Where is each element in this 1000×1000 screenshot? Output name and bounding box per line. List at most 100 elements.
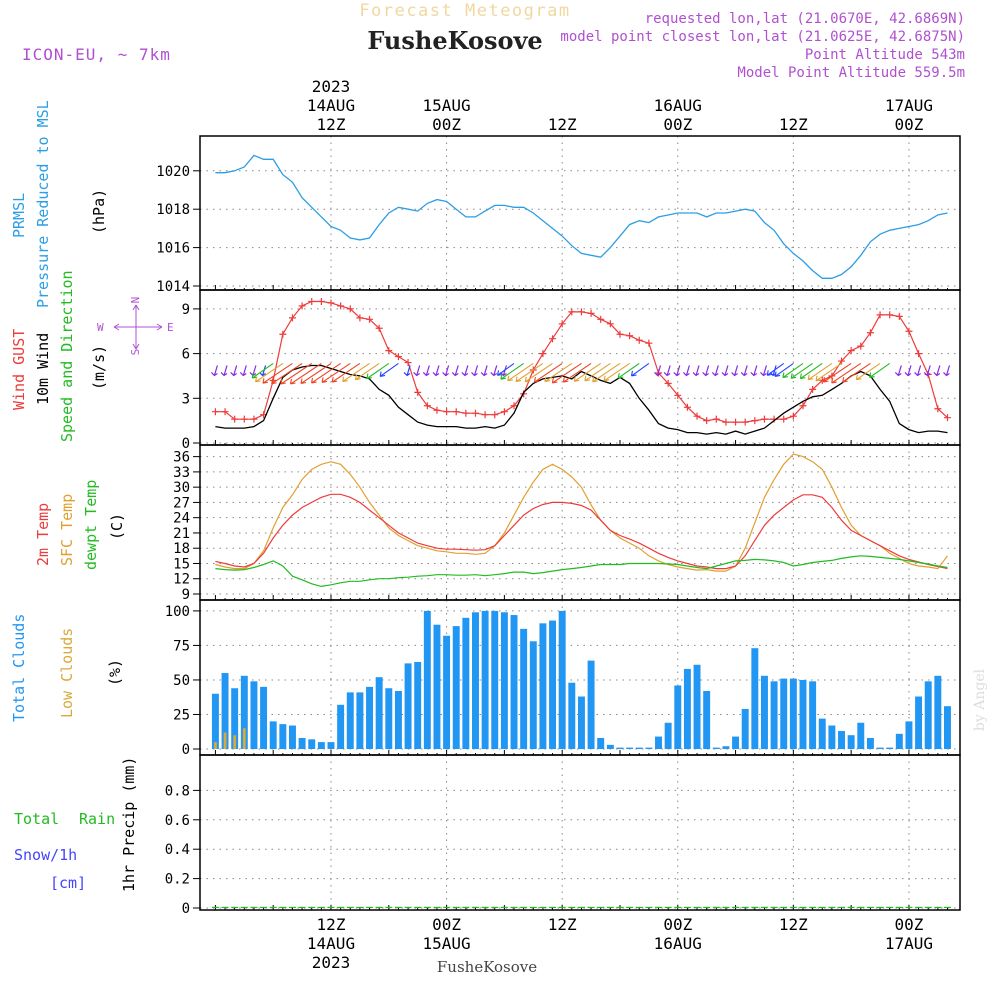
y-tick-label: 0.2 <box>165 872 190 888</box>
rain-bar <box>934 906 942 908</box>
rain-bar <box>770 906 778 908</box>
gust-marker <box>462 409 470 417</box>
rain-bar <box>655 906 662 908</box>
panel-frame <box>199 754 961 911</box>
wind-arrow <box>943 365 951 377</box>
gust-marker <box>789 412 797 420</box>
wind-arrow <box>750 365 758 377</box>
rain-bar <box>809 906 817 908</box>
y-tick-label: 30 <box>173 480 190 496</box>
gust-marker <box>452 408 460 416</box>
total-cloud-bar <box>857 722 865 749</box>
y-tick-label: 18 <box>173 541 190 557</box>
watermark: by Angel <box>972 668 988 731</box>
rain-bar <box>250 906 258 908</box>
pressure-line <box>215 154 948 279</box>
total-cloud-bar <box>683 668 691 749</box>
rain-bar <box>346 906 354 908</box>
rain-bar <box>789 906 797 908</box>
wind-direction-arrows <box>210 363 951 385</box>
total-cloud-bar <box>529 641 537 749</box>
wind-arrow <box>711 365 719 377</box>
rain-bar <box>616 906 624 908</box>
gust-marker <box>414 388 422 396</box>
bottom-axis-label: 15AUG <box>423 934 471 953</box>
total-cloud-bar <box>510 615 518 749</box>
point-altitude: Point Altitude 543m <box>805 47 965 63</box>
total-cloud-bar <box>664 722 672 749</box>
rain-bar <box>780 906 788 908</box>
rain-bar <box>414 906 422 908</box>
rain-bar <box>886 906 894 908</box>
bottom-axis-label: 00Z <box>894 915 923 934</box>
wind-arrow <box>480 365 488 377</box>
gust-marker <box>741 418 749 426</box>
station-title: FusheKosove <box>367 26 542 55</box>
rain-bar <box>866 906 874 908</box>
total-cloud-bar <box>250 681 258 749</box>
wind-arrow <box>300 363 332 385</box>
gust-label: Wind GUST <box>10 329 28 410</box>
top-axis-label: 17AUG <box>885 96 933 115</box>
cloud-bars <box>211 610 951 749</box>
total-cloud-bar <box>433 624 441 749</box>
gust-marker <box>337 302 345 310</box>
wind-arrow <box>471 365 479 377</box>
rain-bar <box>356 906 364 908</box>
gust-marker <box>895 312 903 320</box>
rain-bar <box>375 906 383 908</box>
wind-series <box>211 297 951 435</box>
total-cloud-bar <box>635 747 643 749</box>
total-cloud-bar <box>423 610 431 749</box>
rain-bar <box>818 906 826 908</box>
gust-marker <box>433 406 441 414</box>
total-cloud-bar <box>674 685 682 749</box>
wind-arrow <box>321 363 351 383</box>
bottom-axis-label: 12Z <box>317 915 346 934</box>
gust-marker <box>558 320 566 328</box>
gust-marker <box>703 417 711 425</box>
wind-arrow <box>842 363 871 383</box>
rain-label: Rain <box>79 810 115 828</box>
wind10m-line <box>215 364 948 435</box>
total-cloud-bar <box>260 686 268 749</box>
gust-marker <box>674 391 682 399</box>
rain-bar <box>510 906 518 908</box>
total-cloud-bar <box>269 721 277 749</box>
rain-bar <box>876 906 884 908</box>
product-title: Forecast Meteogram <box>359 1 570 21</box>
gust-marker <box>346 305 354 313</box>
rain-bar <box>915 906 923 908</box>
rain-bar <box>539 906 547 908</box>
y-tick-label: 100 <box>165 604 190 620</box>
y-tick-label: 33 <box>173 465 190 481</box>
wind-arrow <box>617 363 640 379</box>
rain-bar <box>462 906 470 908</box>
total-cloud-bar <box>356 692 364 749</box>
wind-arrow <box>592 363 621 383</box>
gust-marker <box>886 311 894 319</box>
pressure-label-1: PRMSL <box>10 193 28 238</box>
model-point-altitude: Model Point Altitude 559.5m <box>737 65 965 81</box>
wind-dir-label: Speed and Direction <box>58 270 76 442</box>
wind-arrow <box>760 365 768 377</box>
wind-arrow <box>280 363 313 385</box>
total-cloud-bar <box>712 747 720 749</box>
gust-marker <box>838 357 846 365</box>
dewpt-line <box>215 555 948 588</box>
total-cloud-bar <box>366 686 373 749</box>
rain-bar <box>221 906 229 908</box>
top-axis-label: 12Z <box>548 115 577 134</box>
total-cloud-bar <box>231 688 239 749</box>
wind10m-label: 10m Wind <box>34 333 52 405</box>
gust-marker <box>211 408 219 416</box>
gust-marker <box>857 342 865 350</box>
rain-bar <box>260 906 268 908</box>
gust-marker <box>366 315 374 323</box>
rain-bar <box>712 906 720 908</box>
rain-bar <box>231 906 239 908</box>
wind-arrow <box>230 365 238 377</box>
low-cloud-bar <box>223 732 227 749</box>
